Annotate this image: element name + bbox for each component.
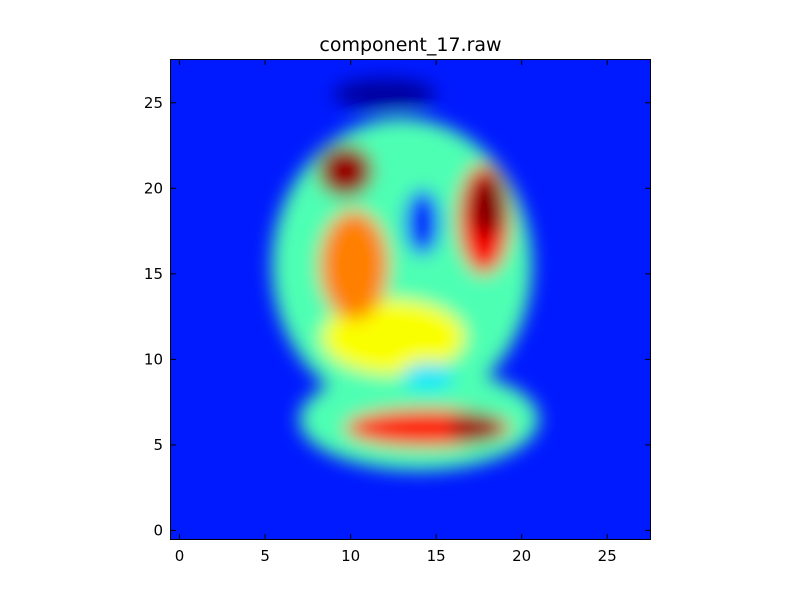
- heatmap-image: [171, 60, 650, 539]
- x-tick-label-15: 15: [427, 547, 446, 565]
- heatmap-region-left-arm: [319, 210, 389, 321]
- y-tick-label-25: 25: [144, 94, 163, 112]
- x-tick-label-5: 5: [260, 547, 270, 565]
- heatmap-region-right-peak: [470, 174, 505, 237]
- y-tick-label-20: 20: [144, 179, 163, 197]
- heatmap-region-left-peak: [318, 145, 373, 197]
- y-tick-label-0: 0: [153, 521, 163, 539]
- y-tick-label-15: 15: [144, 265, 163, 283]
- heatmap-region-top-bar-peak: [449, 412, 502, 444]
- chart-title: component_17.raw: [319, 34, 502, 56]
- x-tick-label-25: 25: [598, 547, 617, 565]
- plot-frame: [170, 59, 651, 540]
- heatmap-region-notch: [401, 362, 454, 391]
- x-tick-label-20: 20: [512, 547, 531, 565]
- y-tick-label-5: 5: [153, 436, 163, 454]
- heatmap-region-center-hole: [405, 190, 440, 256]
- y-tick-label-10: 10: [144, 350, 163, 368]
- x-tick-label-10: 10: [341, 547, 360, 565]
- x-tick-label-0: 0: [175, 547, 185, 565]
- heatmap-region-bottom-shadow: [333, 78, 437, 110]
